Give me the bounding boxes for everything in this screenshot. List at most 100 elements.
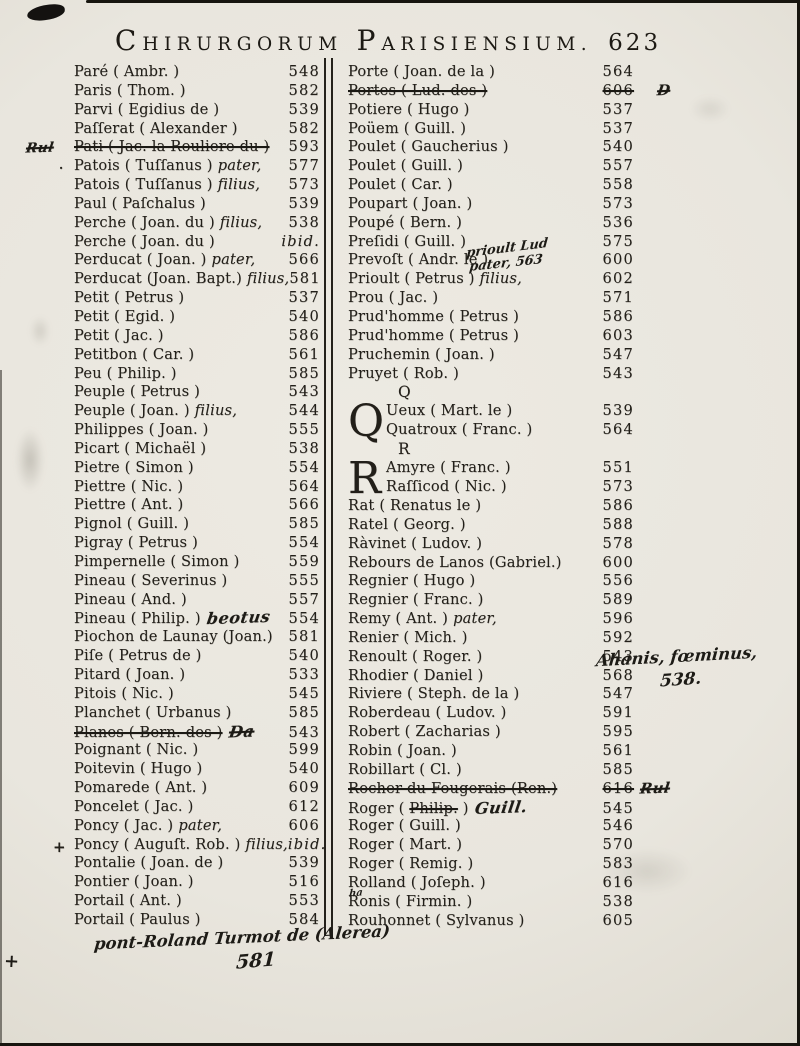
entry-name: Prioult ( Petrus ) [348,270,475,288]
index-entry: · Patois ( Tuſſanus ) pater, 577 [59,157,320,176]
index-entry: Perche ( Joan. du ) ibid. [74,233,320,252]
index-entry: Robillart ( Cl. ) 585 [348,761,634,780]
entry-page-number: 616 [602,779,634,797]
index-entry: Rouhonnet ( Sylvanus ) 605 [348,912,634,931]
entry-page-number: 603 [602,326,634,344]
index-entry: Prevoſt ( Andr. le ) 600 [348,251,634,270]
entry-page-number: 533 [288,666,320,683]
entry-page-number: 602 [602,270,634,288]
entry-page-number: 564 [602,421,634,439]
entry-page-number: 536 [602,213,634,231]
index-entry: Pietre ( Simon ) 554 [74,459,320,478]
dropcap-group: Q Ueux ( Mart. le ) 539 Quatroux ( Franc. )… [348,400,634,444]
index-entry: Rocher du Fougerais (Ren.) 616 Rul [348,779,671,799]
index-entry: Poüem ( Guill. ) 537 [348,120,634,139]
entry-name: Prou ( Jac. ) [348,289,439,307]
index-entry: Piochon de Launay (Joan.) 581 [74,628,320,647]
index-entry: Poupé ( Bern. ) 536 [348,214,634,233]
entry-name: Pigray ( Petrus ) [74,534,198,552]
index-entry: Robin ( Joan. ) 561 [348,742,634,761]
entry-name: Pitois ( Nic. ) [74,684,174,702]
index-entry: Piettre ( Nic. ) 564 [74,478,320,497]
index-entry: Poulet ( Gaucherius ) 540 [348,138,634,157]
entry-name: Poncy ( Jac. ) [74,816,174,834]
entry-name: Pruchemin ( Joan. ) [348,345,495,363]
entry-name: Prud'homme ( Petrus ) [348,307,520,325]
entry-page-number: 583 [602,855,634,873]
index-entry: Poitevin ( Hugo ) 540 [74,760,320,779]
entry-name: Roger ( Philip. ) [348,800,469,819]
index-entry: Piſe ( Petrus de ) 540 [74,647,320,666]
entry-name: Pineau ( Severinus ) [74,571,228,589]
entry-page-number: 555 [288,571,320,589]
entry-name: Paré ( Ambr. ) [74,63,180,80]
handwritten-addition-number: 581 [235,948,277,974]
entry-name: Portail ( Paulus ) [74,910,201,928]
entry-page-number: 543 [288,383,320,401]
entry-name: Pineau ( Philip. ) [74,610,201,628]
index-entry: Rolland ( Joſeph. ) 616 [348,874,634,893]
entry-page-number: 600 [602,251,634,269]
entry-name: Regnier ( Franc. ) [348,591,484,609]
index-entry: Prioult ( Petrus ) filius, 602 [348,270,634,289]
entry-page-number: 540 [288,760,320,778]
entry-name: Porte ( Joan. de la ) [348,63,495,80]
entry-name: Preſidi ( Guill. ) [348,232,467,250]
entry-page-number: 584 [288,910,320,928]
index-entry: Petit ( Egid. ) 540 [74,308,320,327]
index-entry: Pineau ( Severinus ) 555 [74,572,320,591]
entry-page-number: 599 [288,741,320,759]
entry-name: Pruyet ( Rob. ) [348,364,459,382]
index-entry: Ràvinet ( Ludov. ) 578 [348,535,634,554]
entry-page-number: ibid. [281,232,320,250]
index-entry: Ueux ( Mart. le ) 539 [386,402,634,421]
entry-name: Pineau ( And. ) [74,590,187,608]
index-entry: Pitois ( Nic. ) 545 [74,685,320,704]
index-entry: Potiere ( Hugo ) 537 [348,101,634,120]
index-entry: Piettre ( Ant. ) 566 [74,496,320,515]
entry-page-number: 581 [288,628,320,646]
entry-name: Planes ( Bern. des ) [74,723,223,741]
entry-name: Poncy ( Auguſt. Rob. ) [74,835,241,853]
entry-name: Perducat ( Joan. ) [74,251,207,269]
index-entry: Poupart ( Joan. ) 573 [348,195,634,214]
entry-name: Picart ( Michaël ) [74,439,207,457]
entry-name: Ràvinet ( Ludov. ) [348,534,483,552]
entry-name: Pontier ( Joan. ) [74,873,194,891]
entry-page-number: 577 [288,157,320,175]
dropcap-group: R Amyre ( Franc. ) 551 Raſſicod ( Nic. ) 573 [348,457,634,501]
entry-name: Petit ( Egid. ) [74,307,176,325]
index-entry: Rat ( Renatus le ) 586 [348,497,634,516]
entry-name: Peuple ( Petrus ) [74,383,201,401]
index-entry: Peuple ( Joan. ) filius, 544 [74,402,320,421]
entry-name: Remy ( Ant. ) [348,610,449,628]
entry-name: Pomarede ( Ant. ) [74,779,208,797]
entry-suffix: pater, [217,157,262,175]
index-entry: Roger ( Remig. ) 583 [348,855,634,874]
entry-name: Poulet ( Car. ) [348,176,453,194]
entry-name: Perche ( Joan. du ) [74,232,215,250]
index-entry: Rhodier ( Daniel ) 568 [348,667,634,686]
handwritten-cross-mark: + [3,950,20,973]
entry-page-number: 586 [602,307,634,325]
entry-page-number: 539 [288,100,320,118]
letter-section-heading: R [398,440,410,459]
index-entry: Planchet ( Urbanus ) 585 [74,704,320,723]
entry-page-number: 582 [288,119,320,137]
index-entry: Perducat (Joan. Bapt.) filius, 581 [74,270,320,289]
entry-name: Patois ( Tuſſanus ) [74,157,213,175]
handwritten-correction: ha [348,887,364,900]
entry-name: Robin ( Joan. ) [348,742,457,759]
entry-name: Robert ( Zacharias ) [348,723,501,741]
entry-page-number: 540 [288,307,320,325]
index-entry: Robert ( Zacharias ) 595 [348,723,634,742]
entry-name: Amyre ( Franc. ) [386,459,511,477]
entry-page-number: 585 [602,760,634,778]
index-entry: Patois ( Tuſſanus ) filius, 573 [74,176,320,195]
entry-page-number: 600 [602,553,634,571]
entry-name: Rolland ( Joſeph. ) [348,873,486,891]
index-entry: Roger ( Guill. ) 546 [348,817,634,836]
entry-page-number: 545 [602,799,634,817]
entry-page-number: 571 [602,289,634,307]
index-entry: Peuple ( Petrus ) 543 [74,383,320,402]
